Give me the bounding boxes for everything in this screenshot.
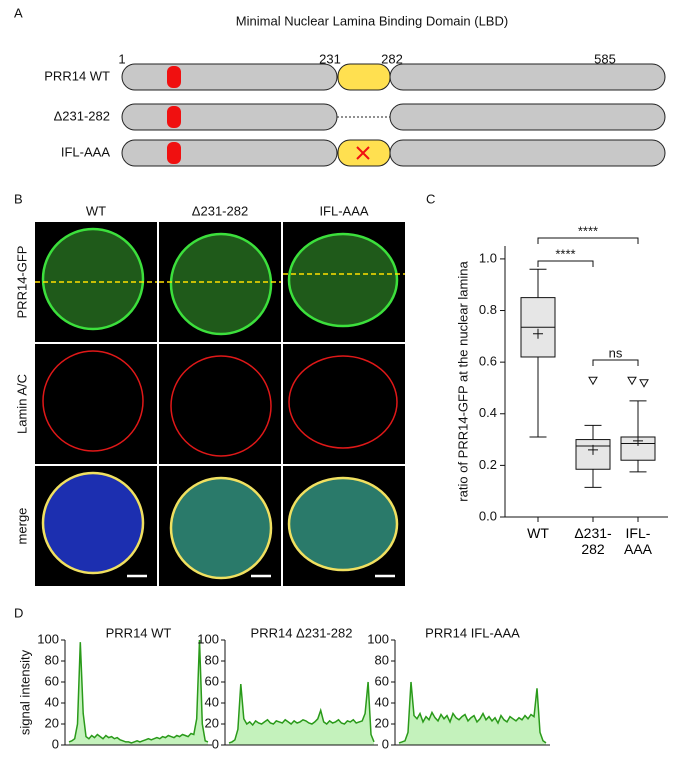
red-motif [167,66,181,88]
y-tick-label: 20 [375,715,389,730]
construct-label: Δ231-282 [54,108,110,123]
line [228,681,375,744]
chart-title: PRR14 WT [106,625,172,640]
y-tick-label: 0.2 [479,457,497,472]
y-tick-label: 40 [205,694,219,709]
y-tick-label: 100 [37,631,59,646]
significance-bracket [537,260,594,267]
domain-bar [389,63,666,91]
lbd [337,63,391,91]
y-tick-label: 20 [45,715,59,730]
x-tick-label: WT [527,525,549,541]
mutation-x [356,146,370,160]
outlier [639,379,649,388]
panel-label: C [426,191,435,206]
y-tick-label: 60 [45,673,59,688]
y-tick-label: 0 [52,736,59,751]
y-tick-label: 0 [382,736,389,751]
position-label: 585 [594,51,616,66]
mean [533,328,543,339]
row-label: PRR14-GFP [14,246,29,319]
micrograph [283,344,405,464]
red-motif [167,106,181,128]
chart-title: PRR14 IFL-AAA [425,625,520,640]
y-tick-label: 80 [205,652,219,667]
y-tick-label: 80 [375,652,389,667]
x-tick-label: Δ231-282 [574,525,612,557]
y-tick-label: 40 [375,694,389,709]
line [398,681,547,744]
row-label: Lamin A/C [14,374,29,434]
nucleus [41,471,145,575]
nucleus [169,232,273,336]
y-tick-label: 80 [45,652,59,667]
nucleus [288,355,398,449]
nucleus [287,232,399,328]
significance-bracket [537,237,639,244]
area [229,682,374,745]
construct-label: IFL-AAA [61,144,110,159]
row-label: merge [14,508,29,545]
y-tick-label: 0 [212,736,219,751]
column-label: IFL-AAA [319,203,368,218]
mean [588,444,598,455]
nucleus [41,227,145,331]
domain-bar [121,103,338,131]
y-tick-label: 40 [45,694,59,709]
panel-label: D [14,605,23,620]
y-axis-label: signal intensity [17,649,32,735]
panel-label: B [14,191,23,206]
y-axis-label: ratio of PRR14-GFP at the nuclear lamina [455,261,470,502]
nucleus [170,355,272,457]
mean [633,435,643,446]
domain-bar [389,103,666,131]
nucleus [169,476,273,580]
significance-bracket [592,359,639,366]
panel-label: A [14,5,23,20]
outlier [627,376,637,386]
position-label: 1 [118,51,125,66]
diagram-title: Minimal Nuclear Lamina Binding Domain (L… [236,13,508,28]
chart-title: PRR14 Δ231-282 [251,625,353,640]
red-motif [167,142,181,164]
position-label: 231 [319,51,341,66]
y-tick-label: 60 [375,673,389,688]
area [69,640,208,745]
domain-bar [121,139,338,167]
nucleus [42,350,144,452]
column-label: WT [86,203,106,218]
y-tick-label: 0.6 [479,354,497,369]
position-label: 282 [381,51,403,66]
y-tick-label: 20 [205,715,219,730]
area [399,682,546,745]
significance-label: ns [609,345,623,360]
y-tick-label: 1.0 [479,250,497,265]
line [68,639,209,744]
y-tick-label: 0.8 [479,302,497,317]
y-tick-label: 100 [197,631,219,646]
domain-bar [121,63,338,91]
construct-label: PRR14 WT [44,68,110,83]
x-tick-label: IFL-AAA [623,525,652,557]
micrograph [35,344,157,464]
significance-label: **** [578,223,598,238]
nucleus [287,476,399,572]
y-tick-label: 100 [367,631,389,646]
column-label: Δ231-282 [192,203,248,218]
y-tick-label: 0.0 [479,508,497,523]
micrograph [159,344,281,464]
outlier [588,376,598,386]
y-tick-label: 60 [205,673,219,688]
domain-bar [389,139,666,167]
y-tick-label: 0.4 [479,405,497,420]
significance-label: **** [555,246,575,261]
